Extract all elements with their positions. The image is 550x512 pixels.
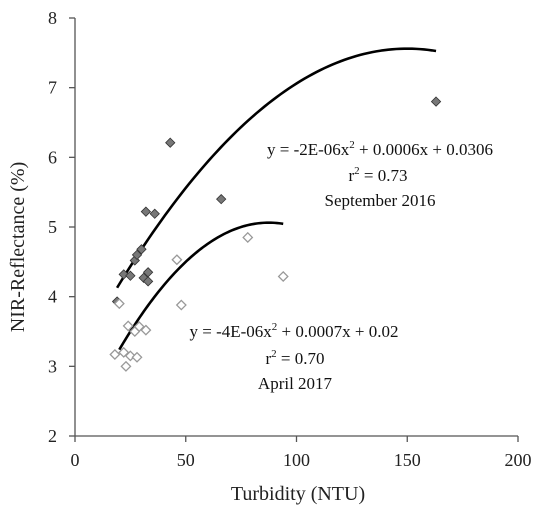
apr-2017-data-point (242, 231, 254, 243)
sep-2016-data-point (140, 206, 152, 217)
y-axis-title: NIR-Reflectance (%) (7, 162, 29, 332)
sep-2016-data-point (216, 193, 227, 205)
axes: 0 50 100 150 200 2 3 4 5 6 7 8 (48, 8, 532, 470)
sep-2016-data-point (165, 137, 176, 148)
sep-2016-data-point (142, 276, 154, 287)
x-axis-title: Turbidity (NTU) (231, 483, 365, 505)
apr-2017-data-point (175, 299, 187, 311)
apr-2017-data-point (277, 270, 289, 282)
sep-2016-data-point (136, 244, 147, 255)
y-tick-label: 6 (48, 147, 57, 167)
y-tick-label: 4 (48, 287, 57, 307)
fit-curve-sep-2016 (115, 47, 437, 289)
sep-2016-data-point (430, 96, 442, 107)
apr-2017-data-point (140, 324, 152, 336)
x-tick-label: 200 (505, 450, 532, 470)
sep-2016-label: September 2016 (325, 191, 436, 210)
sep-2016-data-point (125, 270, 136, 281)
fit-curves (115, 47, 437, 351)
y-tick-label: 2 (48, 426, 57, 446)
apr-2017-data-point (124, 350, 136, 362)
apr-2017-r2: r2 = 0.70 (265, 348, 324, 368)
sep-2016-data-point (149, 208, 160, 219)
apr-2017-data-point (122, 320, 134, 332)
apr-2017-data-point (133, 321, 145, 333)
x-tick-label: 0 (71, 450, 80, 470)
apr-2017-data-point (120, 360, 132, 372)
y-tick-label: 5 (48, 217, 57, 237)
x-tick-label: 150 (394, 450, 421, 470)
apr-2017-data-point (118, 346, 130, 358)
sep-2016-data-point (118, 269, 129, 280)
data-markers (109, 96, 442, 372)
fit-curve-apr-2017 (118, 221, 284, 351)
apr-2017-data-point (131, 351, 143, 363)
sep-2016-equation: y = -2E-06x2 + 0.0006x + 0.0306 (267, 139, 493, 159)
x-tick-label: 50 (177, 450, 195, 470)
x-tick-label: 100 (283, 450, 310, 470)
apr-2017-data-point (171, 254, 183, 266)
sep-2016-data-point (138, 272, 149, 284)
sep-2016-data-point (131, 249, 143, 261)
apr-2017-data-point (109, 348, 121, 361)
y-tick-label: 8 (48, 8, 57, 28)
y-tick-label: 7 (48, 78, 57, 98)
apr-2017-equation: y = -4E-06x2 + 0.0007x + 0.02 (190, 321, 399, 341)
sep-2016-r2: r2 = 0.73 (348, 165, 407, 185)
y-tick-label: 3 (48, 356, 57, 376)
apr-2017-data-point (113, 298, 125, 310)
apr-2017-label: April 2017 (258, 374, 333, 393)
